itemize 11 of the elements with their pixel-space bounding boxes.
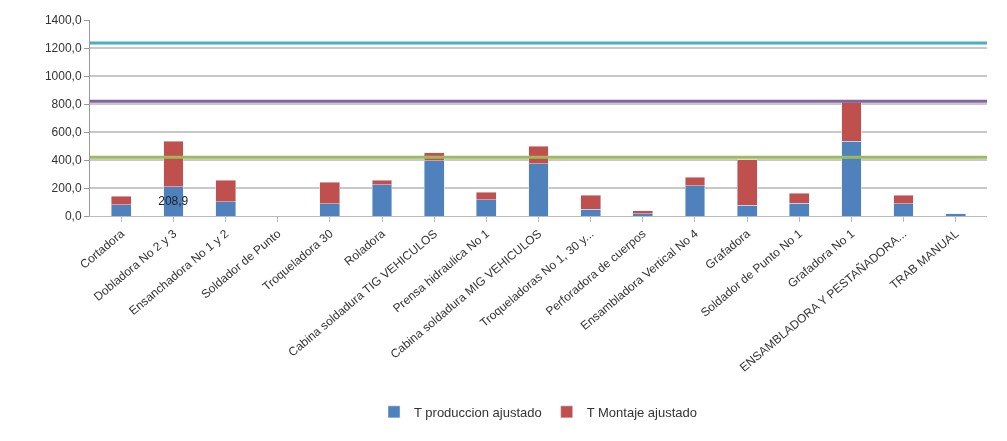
legend-label: T produccion ajustado [414, 404, 542, 420]
y-tick-label: 600,0 [51, 125, 82, 140]
y-tick-label: 1200,0 [44, 41, 82, 56]
bar [945, 213, 966, 216]
y-tick-label: 1000,0 [44, 69, 82, 84]
y-tick-label: 800,0 [51, 97, 82, 112]
y-tick-label: 1400,0 [44, 13, 82, 28]
y-tick-label: 0,0 [64, 209, 82, 224]
legend-label: T Montaje ajustado [586, 404, 698, 420]
y-tick-label: 200,0 [51, 181, 82, 196]
y-tick-label: 400,0 [51, 153, 82, 168]
